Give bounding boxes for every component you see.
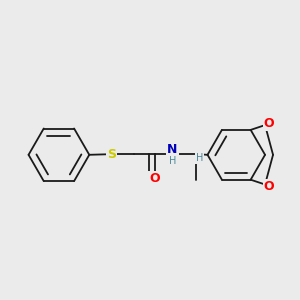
Text: N: N [167, 143, 178, 156]
Text: H: H [169, 156, 176, 166]
Text: O: O [264, 180, 274, 193]
Text: H: H [196, 153, 203, 163]
Text: O: O [264, 117, 274, 130]
Text: S: S [107, 148, 116, 161]
Text: O: O [149, 172, 160, 185]
